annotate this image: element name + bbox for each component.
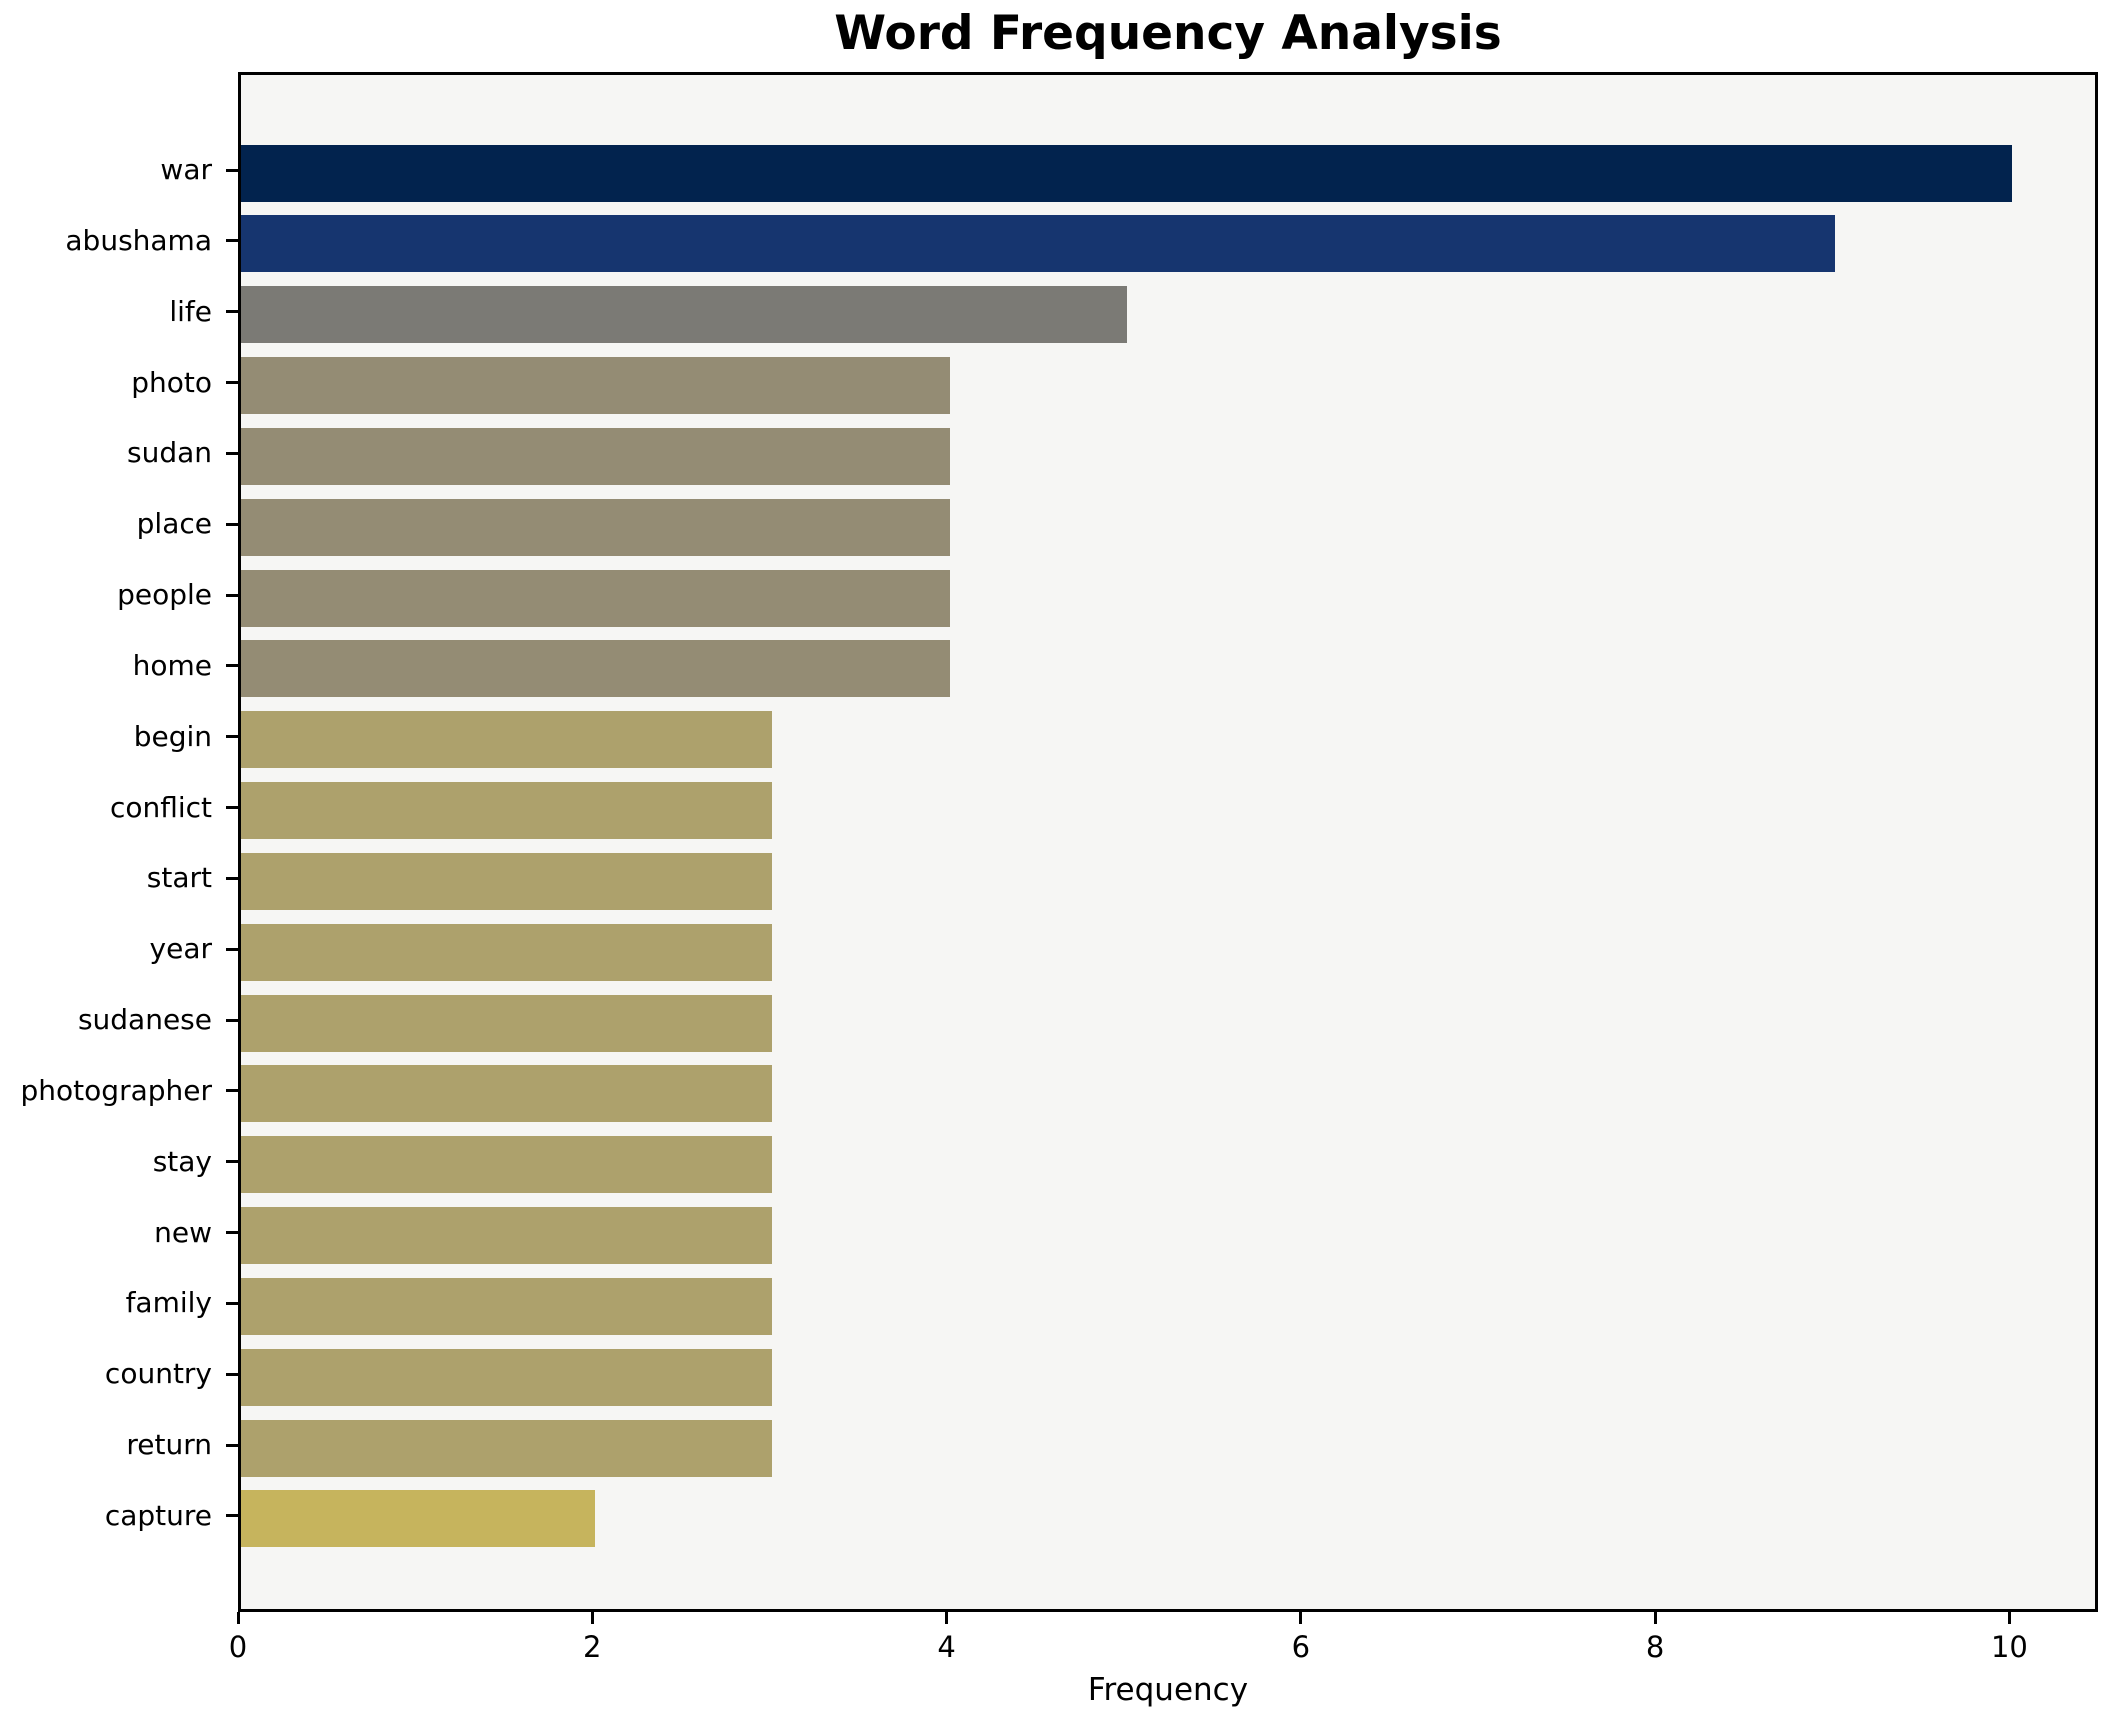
y-tick-mark <box>226 735 238 739</box>
bar-conflict <box>241 782 773 840</box>
y-tick-mark <box>226 1160 238 1164</box>
bar-life <box>241 286 1127 344</box>
y-tick-mark <box>226 1089 238 1093</box>
y-tick-mark <box>226 381 238 385</box>
y-tick-label-sudan: sudan <box>126 436 212 470</box>
y-tick-label-begin: begin <box>133 719 212 753</box>
x-tick-label-0: 0 <box>228 1630 248 1664</box>
y-tick-mark <box>226 593 238 597</box>
bar-sudanese <box>241 994 773 1052</box>
y-tick-mark <box>226 310 238 314</box>
y-tick-label-sudanese: sudanese <box>77 1002 212 1036</box>
y-tick-label-capture: capture <box>104 1498 212 1532</box>
y-tick-mark <box>226 451 238 455</box>
x-tick-mark <box>2007 1612 2011 1624</box>
y-tick-label-return: return <box>126 1427 212 1461</box>
bar-year <box>241 923 773 981</box>
bar-home <box>241 640 950 698</box>
x-tick-label-8: 8 <box>1645 1630 1665 1664</box>
bar-sudan <box>241 427 950 485</box>
bar-family <box>241 1277 773 1335</box>
x-tick-label-6: 6 <box>1291 1630 1311 1664</box>
bar-abushama <box>241 215 1836 273</box>
y-tick-mark <box>226 1443 238 1447</box>
x-tick-mark <box>236 1612 240 1624</box>
x-tick-label-10: 10 <box>1990 1630 2028 1664</box>
y-tick-label-life: life <box>169 294 212 328</box>
y-tick-mark <box>226 1231 238 1235</box>
bar-place <box>241 498 950 556</box>
x-tick-label-4: 4 <box>937 1630 956 1664</box>
bar-capture <box>241 1490 596 1548</box>
y-tick-label-people: people <box>117 577 212 611</box>
y-tick-mark <box>226 1372 238 1376</box>
y-tick-label-start: start <box>146 861 212 895</box>
y-tick-mark <box>226 806 238 810</box>
y-tick-mark <box>226 876 238 880</box>
x-axis-label: Frequency <box>1087 1672 1249 1708</box>
bar-country <box>241 1348 773 1406</box>
y-tick-label-family: family <box>125 1286 212 1320</box>
y-tick-label-place: place <box>136 507 212 541</box>
x-tick-mark <box>1299 1612 1303 1624</box>
y-tick-mark <box>226 168 238 172</box>
y-tick-label-year: year <box>149 932 212 966</box>
y-tick-label-photographer: photographer <box>20 1073 212 1107</box>
y-tick-label-new: new <box>154 1215 212 1249</box>
y-tick-mark <box>226 522 238 526</box>
bar-photo <box>241 357 950 415</box>
bar-new <box>241 1207 773 1265</box>
y-tick-mark <box>226 1514 238 1518</box>
y-tick-mark <box>226 947 238 951</box>
y-tick-label-war: war <box>160 152 212 186</box>
y-tick-label-conflict: conflict <box>109 790 212 824</box>
y-tick-mark <box>226 1018 238 1022</box>
plot-area <box>238 72 2098 1612</box>
bar-stay <box>241 1136 773 1194</box>
y-tick-mark <box>226 664 238 668</box>
y-tick-label-photo: photo <box>131 365 212 399</box>
x-tick-mark <box>590 1612 594 1624</box>
y-tick-mark <box>226 239 238 243</box>
bar-people <box>241 569 950 627</box>
x-tick-mark <box>945 1612 949 1624</box>
bar-photographer <box>241 1065 773 1123</box>
y-tick-label-country: country <box>104 1357 212 1391</box>
x-tick-label-2: 2 <box>583 1630 602 1664</box>
y-tick-label-stay: stay <box>152 1144 212 1178</box>
y-tick-mark <box>226 1301 238 1305</box>
bar-begin <box>241 711 773 769</box>
bar-war <box>241 144 2013 202</box>
x-tick-mark <box>1653 1612 1657 1624</box>
chart-title: Word Frequency Analysis <box>834 6 1502 61</box>
bar-start <box>241 852 773 910</box>
y-tick-label-home: home <box>132 648 212 682</box>
y-tick-label-abushama: abushama <box>65 223 212 257</box>
bar-return <box>241 1419 773 1477</box>
